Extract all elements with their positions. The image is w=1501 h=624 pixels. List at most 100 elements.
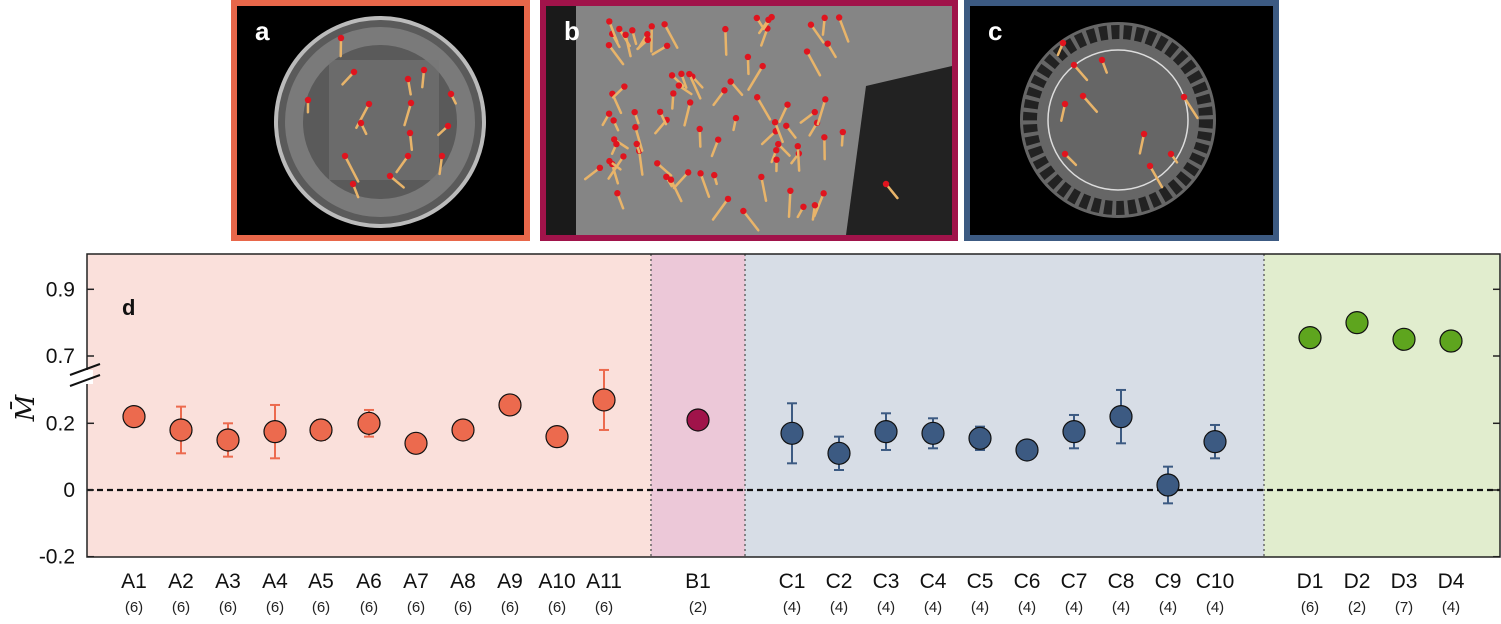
agent-dot (1167, 150, 1175, 158)
agent-dot (811, 202, 819, 209)
category-label-c2: C2 (826, 570, 853, 593)
point-c3 (874, 420, 898, 444)
count-label-a2: (6) (172, 599, 190, 616)
agent-dot (759, 62, 766, 70)
agent-dot (341, 152, 349, 160)
category-label-c8: C8 (1108, 570, 1135, 593)
panel-letter-c: c (988, 16, 1003, 46)
count-label-d3: (7) (1395, 599, 1413, 616)
point-c4 (921, 421, 945, 445)
point-c7 (1062, 420, 1086, 444)
y-axis-label: M̄ (9, 393, 41, 422)
agent-dot (821, 14, 828, 22)
agent-dot (632, 124, 639, 131)
field-b-illustration (546, 6, 952, 235)
agent-dot (663, 42, 671, 49)
agent-dot (784, 101, 791, 108)
point-c2 (827, 441, 851, 465)
count-label-d4: (4) (1442, 599, 1460, 616)
agent-dot (621, 83, 628, 90)
agent-dot (622, 31, 629, 39)
agent-dot (1098, 56, 1106, 64)
agent-dot (667, 176, 675, 183)
category-label-a3: A3 (215, 570, 241, 593)
agent-dot (775, 140, 782, 148)
agent-dot (605, 110, 613, 117)
agent-dot (724, 195, 732, 203)
agent-dot (349, 180, 357, 188)
agent-dot (670, 90, 677, 97)
point-a2 (169, 418, 193, 442)
category-label-b1: B1 (685, 570, 711, 593)
axis-break-mark (69, 363, 101, 376)
agent-dot (644, 31, 651, 38)
category-label-a9: A9 (497, 570, 523, 593)
agent-dot (386, 172, 394, 180)
agent-dot (783, 122, 790, 129)
point-d3 (1392, 327, 1416, 351)
x-axis-labels: A1 (6) A2 (6) A3 (6) A4 (6) A5 (6) A6 (6) A7 (6) A8 (6)… (121, 570, 1465, 616)
agent-dot (407, 99, 415, 107)
agent-dot (644, 36, 651, 44)
trajectory (724, 27, 728, 56)
point-a7 (404, 431, 428, 455)
count-label-c1: (4) (783, 599, 801, 616)
agent-dot (803, 48, 811, 55)
arena-a-illustration (274, 16, 486, 228)
point-c1 (780, 421, 804, 445)
point-a1 (122, 405, 146, 429)
agent-dot (822, 96, 829, 103)
y-tick-label: 0 (63, 479, 75, 502)
group-d-background (1264, 254, 1500, 557)
category-label-a4: A4 (262, 570, 288, 593)
category-label-a5: A5 (308, 570, 334, 593)
agent-dot (438, 152, 446, 160)
agent-dot (744, 53, 752, 61)
agent-dot (404, 75, 412, 83)
agent-dot (357, 119, 365, 127)
agent-dot (1059, 39, 1067, 47)
count-label-c6: (4) (1018, 599, 1036, 616)
agent-dot (686, 70, 693, 78)
count-label-a4: (6) (266, 599, 284, 616)
agent-dot (678, 70, 685, 78)
agent-dot (697, 170, 704, 177)
category-label-a11: A11 (586, 570, 622, 593)
agent-dot (771, 119, 779, 126)
agent-dot (444, 122, 452, 130)
agent-dot (610, 117, 617, 124)
group-c-background (745, 254, 1264, 557)
count-label-c10: (4) (1206, 599, 1224, 616)
agent-dot (1079, 92, 1087, 100)
y-tick-label: 0.7 (46, 345, 75, 368)
count-label-c2: (4) (830, 599, 848, 616)
agent-dot (821, 134, 828, 141)
agent-dot (1180, 93, 1188, 101)
count-label-c3: (4) (877, 599, 895, 616)
panel-letter-d: d (122, 295, 135, 320)
agent-dot (337, 34, 345, 42)
agent-dot (613, 140, 620, 148)
data-points (122, 311, 1463, 505)
agent-dot (675, 82, 683, 89)
category-label-a8: A8 (450, 570, 476, 593)
agent-dot (447, 90, 455, 98)
agent-dot (661, 21, 668, 28)
agent-dot (722, 25, 729, 33)
point-a11 (592, 388, 616, 412)
point-a3 (216, 428, 240, 452)
point-a9 (498, 393, 522, 417)
category-label-a6: A6 (356, 570, 382, 593)
y-tick-label: -0.2 (39, 546, 75, 569)
mean-alignment-chart: -0.2 0 0.2 0.7 0.9 A1 (6) A2 (6) A3 (6) A4 (6) A5 (6)… (9, 253, 1501, 616)
agent-dot (406, 129, 414, 137)
count-label-a6: (6) (360, 599, 378, 616)
agent-dot (794, 142, 801, 150)
category-label-d1: D1 (1297, 570, 1324, 593)
agent-dot (773, 156, 780, 163)
category-label-c1: C1 (779, 570, 806, 593)
agent-dot (727, 78, 734, 85)
count-label-d2: (2) (1348, 599, 1366, 616)
agent-dot (605, 41, 613, 49)
agent-dot (663, 173, 670, 181)
